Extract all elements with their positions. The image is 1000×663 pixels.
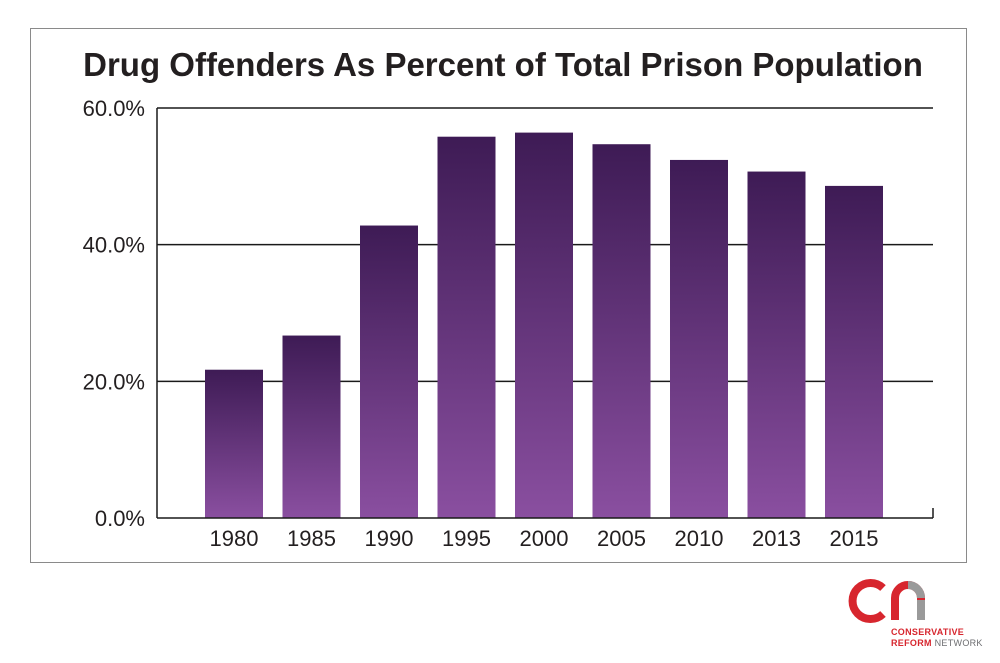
y-tick-label: 20.0% xyxy=(83,369,145,394)
x-tick-label: 1995 xyxy=(442,526,491,551)
x-tick-label: 1985 xyxy=(287,526,336,551)
logo-text: CONSERVATIVE REFORM NETWORK xyxy=(891,627,983,649)
bar-2005 xyxy=(592,144,651,518)
bar-1995 xyxy=(437,136,496,518)
axes xyxy=(156,108,934,519)
y-tick-label: 60.0% xyxy=(83,96,145,121)
bar-2010 xyxy=(670,159,728,518)
x-tick-label: 2005 xyxy=(597,526,646,551)
x-tick-label: 2010 xyxy=(675,526,724,551)
x-tick-labels: 1980 1985 1990 1995 2000 2005 2010 2013 2015 xyxy=(210,526,879,551)
x-tick-label: 1990 xyxy=(365,526,414,551)
bars xyxy=(205,132,883,519)
logo: CONSERVATIVE REFORM NETWORK xyxy=(843,576,983,656)
chart-title: Drug Offenders As Percent of Total Priso… xyxy=(83,46,923,83)
x-tick-label: 2015 xyxy=(830,526,879,551)
bar-2015 xyxy=(825,185,883,518)
y-tick-labels: 0.0% 20.0% 40.0% 60.0% xyxy=(83,96,145,531)
bar-2013 xyxy=(747,171,806,519)
x-tick-label: 2013 xyxy=(752,526,801,551)
y-tick-label: 0.0% xyxy=(95,506,145,531)
x-tick-label: 2000 xyxy=(520,526,569,551)
logo-line-2a: REFORM xyxy=(891,638,932,648)
logo-line-1: CONSERVATIVE xyxy=(891,627,965,637)
logo-mark-icon xyxy=(848,579,925,623)
bar-2000 xyxy=(515,132,573,518)
logo-line-2b: NETWORK xyxy=(934,638,983,648)
bar-1980 xyxy=(205,369,263,518)
x-tick-label: 1980 xyxy=(210,526,259,551)
y-tick-label: 40.0% xyxy=(83,233,145,258)
bar-1985 xyxy=(282,335,341,518)
chart-frame xyxy=(30,28,967,563)
bar-1990 xyxy=(360,225,418,519)
